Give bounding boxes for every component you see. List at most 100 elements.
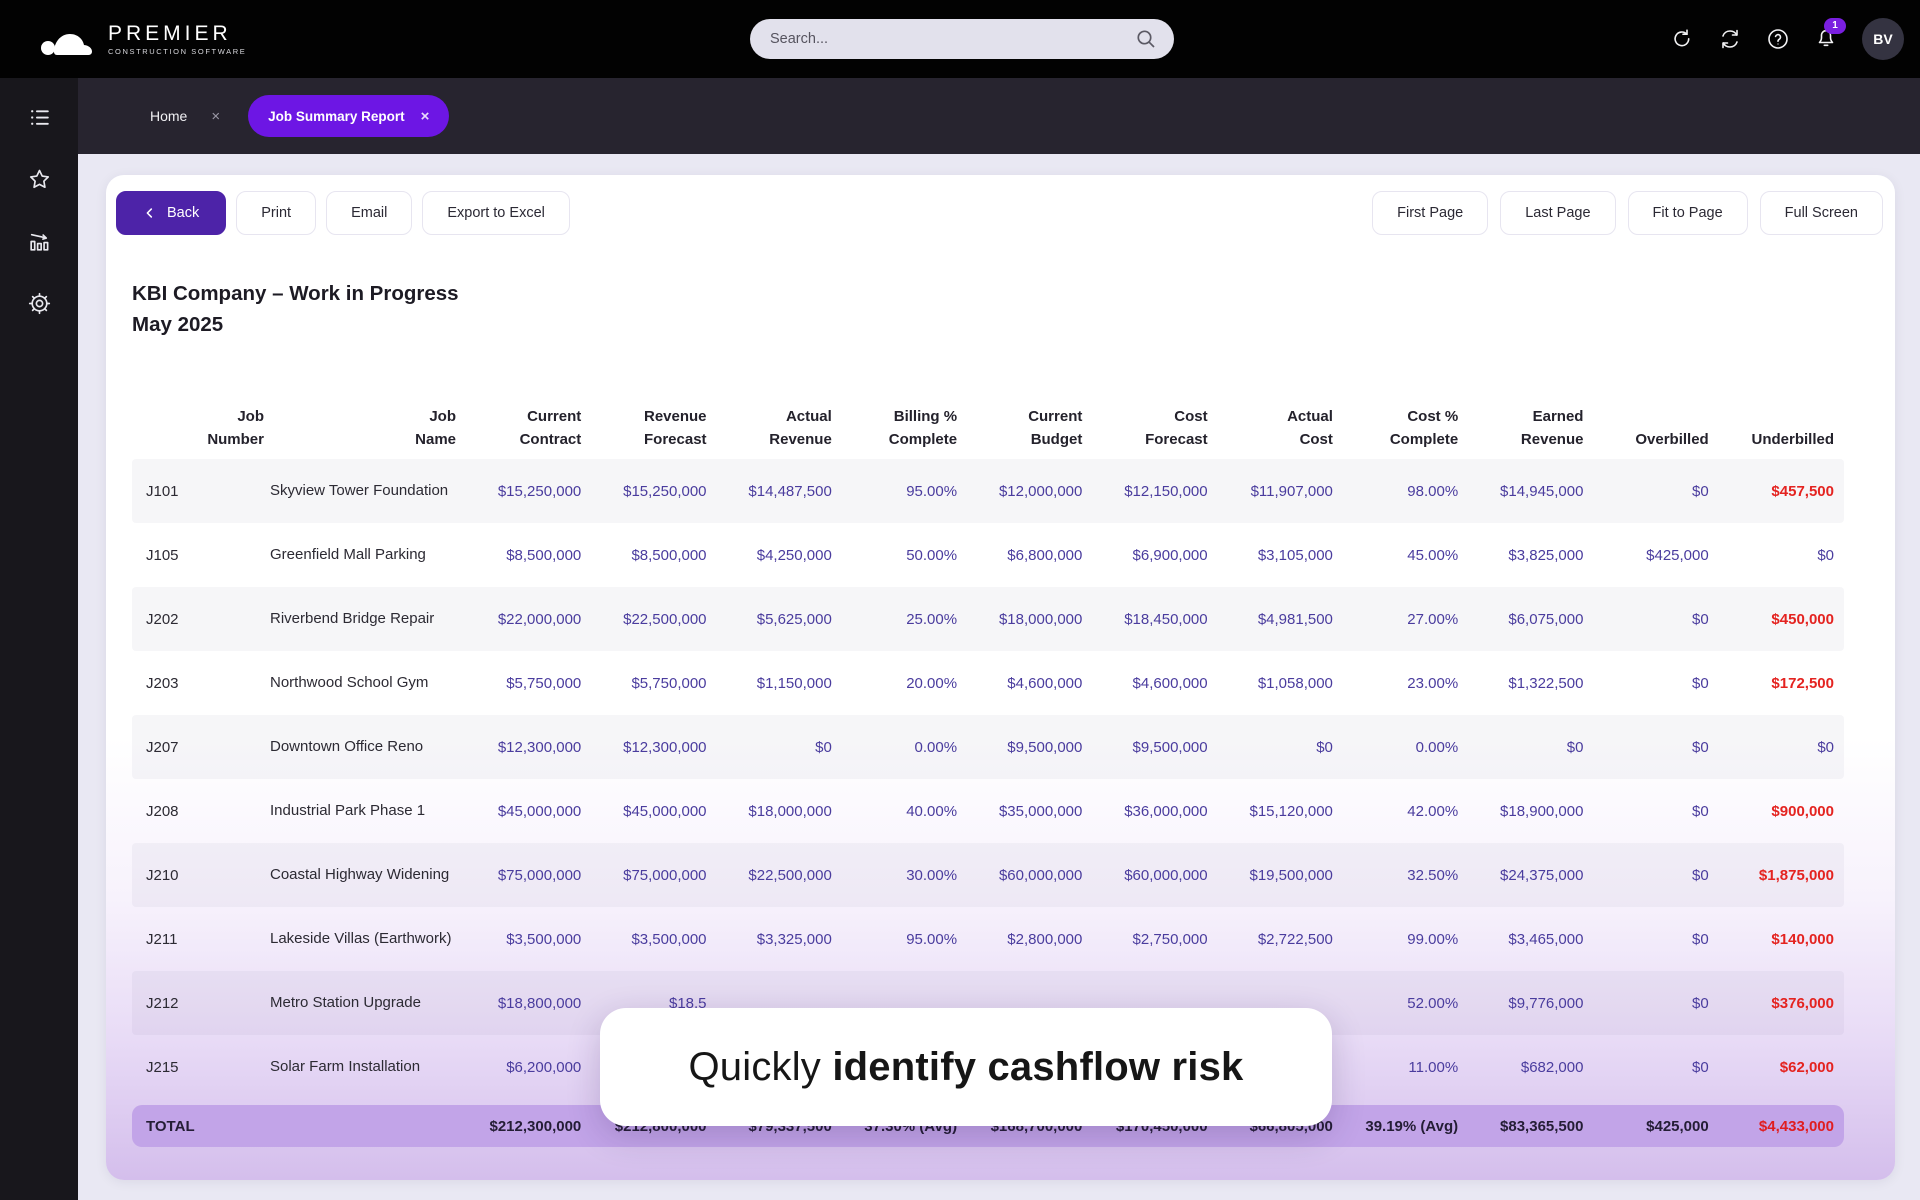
- table-cell: $3,105,000: [1257, 546, 1333, 564]
- button-label: Export to Excel: [447, 205, 545, 221]
- last-page-button[interactable]: Last Page: [1500, 191, 1616, 235]
- tab-job-summary-report[interactable]: Job Summary Report ×: [248, 95, 450, 137]
- tab-close-icon[interactable]: ×: [211, 107, 221, 125]
- tab-home[interactable]: Home ×: [136, 108, 234, 125]
- settings-gear-icon[interactable]: [27, 291, 52, 316]
- table-cell: 42.00%: [1407, 802, 1459, 820]
- table-cell: 50.00%: [906, 546, 958, 564]
- table-cell: $425,000: [1646, 1117, 1709, 1135]
- table-cell: $0: [1692, 994, 1709, 1012]
- table-cell: 45.00%: [1407, 546, 1459, 564]
- brand-text: PREMIER CONSTRUCTION SOFTWARE: [108, 23, 246, 56]
- table-cell: $450,000: [1771, 610, 1834, 628]
- table-cell: 0.00%: [914, 738, 958, 756]
- content-area: Back Print Email Export to Excel First Page…: [78, 154, 1920, 1200]
- table-cell: 11.00%: [1408, 1058, 1459, 1076]
- table-cell: $36,000,000: [1124, 802, 1208, 820]
- table-cell: Metro Station Upgrade: [270, 994, 421, 1012]
- search-icon[interactable]: [1134, 27, 1158, 51]
- column-header: Billing % Complete: [888, 407, 958, 448]
- fit-to-page-button[interactable]: Fit to Page: [1627, 191, 1748, 235]
- table-cell: Northwood School Gym: [270, 674, 429, 692]
- table-cell: $0: [1692, 1058, 1709, 1076]
- table-cell: 25.00%: [906, 610, 958, 628]
- table-cell: $15,250,000: [623, 482, 707, 500]
- print-button[interactable]: Print: [236, 191, 317, 235]
- table-cell: $6,900,000: [1132, 546, 1208, 564]
- brand-logo[interactable]: PREMIER CONSTRUCTION SOFTWARE: [40, 0, 246, 78]
- table-cell: J215: [146, 1058, 179, 1076]
- table-row-j211: J211 Lakeside Villas (Earthwork) $3,500,00…: [132, 907, 1844, 971]
- tab-close-icon[interactable]: ×: [420, 107, 430, 125]
- tab-bar: Home × Job Summary Report ×: [78, 78, 1920, 154]
- full-screen-button[interactable]: Full Screen: [1759, 191, 1883, 235]
- refresh-icon[interactable]: [1670, 27, 1694, 51]
- caption-text: Quickly identify cashflow risk: [688, 1045, 1243, 1090]
- sidebar-nav: [0, 78, 78, 1200]
- notifications[interactable]: 1: [1814, 17, 1846, 54]
- reports-chart-icon[interactable]: [27, 229, 52, 254]
- email-button[interactable]: Email: [326, 191, 413, 235]
- help-icon[interactable]: [1766, 27, 1790, 51]
- table-cell: $60,000,000: [1124, 866, 1208, 884]
- column-header: Overbilled: [1635, 430, 1709, 448]
- table-cell: $9,500,000: [1132, 738, 1208, 756]
- table-cell: $15,250,000: [497, 482, 582, 500]
- table-cell: J208: [146, 802, 179, 820]
- table-row-j208: J208 Industrial Park Phase 1 $45,000,000 $4…: [132, 779, 1844, 843]
- table-cell: $425,000: [1646, 546, 1709, 564]
- table-cell: $18,5: [668, 994, 707, 1012]
- button-label: Print: [261, 205, 292, 221]
- table-cell: $12,000,000: [998, 482, 1083, 500]
- table-header-row: Job Number Job Name Current Contract Revenu…: [132, 397, 1844, 459]
- table-row-j105: J105 Greenfield Mall Parking $8,500,000 $8,…: [132, 523, 1844, 587]
- table-cell: 39.19% (Avg): [1365, 1117, 1459, 1135]
- table-cell: $0: [1692, 674, 1709, 692]
- table-cell: $2,800,000: [1007, 930, 1083, 948]
- table-cell: J211: [146, 930, 178, 948]
- sync-icon[interactable]: [1718, 27, 1742, 51]
- table-cell: J212: [146, 994, 179, 1012]
- table-cell: $19,500,000: [1249, 866, 1333, 884]
- table-cell: $3,825,000: [1508, 546, 1584, 564]
- menu-list-icon[interactable]: [27, 105, 52, 130]
- table-cell: J105: [146, 546, 179, 564]
- toolbar-right: First Page Last Page Fit to Page Full Scree…: [1372, 191, 1883, 235]
- favorites-star-icon[interactable]: [27, 167, 52, 192]
- search-placeholder: Search...: [770, 31, 829, 47]
- table-cell: 30.00%: [906, 866, 958, 884]
- column-header: Earned Revenue: [1520, 407, 1584, 448]
- table-cell: Downtown Office Reno: [270, 738, 424, 756]
- table-cell: $4,600,000: [1007, 674, 1083, 692]
- table-row-j203: J203 Northwood School Gym $5,750,000 $5,750…: [132, 651, 1844, 715]
- table-row-j207: J207 Downtown Office Reno $12,300,000 $12,3…: [132, 715, 1844, 779]
- table-cell: $3,465,000: [1508, 930, 1584, 948]
- cloud-logo-icon: [41, 34, 92, 55]
- table-cell: $12,300,000: [623, 738, 707, 756]
- table-cell: J207: [146, 738, 179, 756]
- table-cell: $22,000,000: [497, 610, 582, 628]
- table-cell: 99.00%: [1407, 930, 1459, 948]
- table-cell: 0.00%: [1415, 738, 1459, 756]
- table-cell: $9,776,000: [1508, 994, 1584, 1012]
- table-cell: $14,487,500: [748, 482, 832, 500]
- table-cell: 23.00%: [1407, 674, 1459, 692]
- table-cell: $376,000: [1771, 994, 1834, 1012]
- table-cell: $0: [1566, 738, 1584, 756]
- back-button[interactable]: Back: [116, 191, 227, 235]
- avatar[interactable]: BV: [1862, 18, 1904, 60]
- table-cell: $0: [1692, 738, 1709, 756]
- table-cell: 20.00%: [906, 674, 958, 692]
- search-input[interactable]: Search...: [750, 19, 1174, 59]
- table-cell: $212,300,000: [489, 1117, 582, 1135]
- first-page-button[interactable]: First Page: [1372, 191, 1489, 235]
- caption-text-regular: Quickly: [688, 1044, 833, 1089]
- table-cell: $45,000,000: [497, 802, 582, 820]
- table-cell: $75,000,000: [497, 866, 582, 884]
- table-cell: $3,500,000: [506, 930, 582, 948]
- export-to-excel-button[interactable]: Export to Excel: [422, 191, 570, 235]
- table-cell: $8,500,000: [631, 546, 707, 564]
- brand-tagline: CONSTRUCTION SOFTWARE: [108, 46, 247, 56]
- table-cell: $18,000,000: [748, 802, 832, 820]
